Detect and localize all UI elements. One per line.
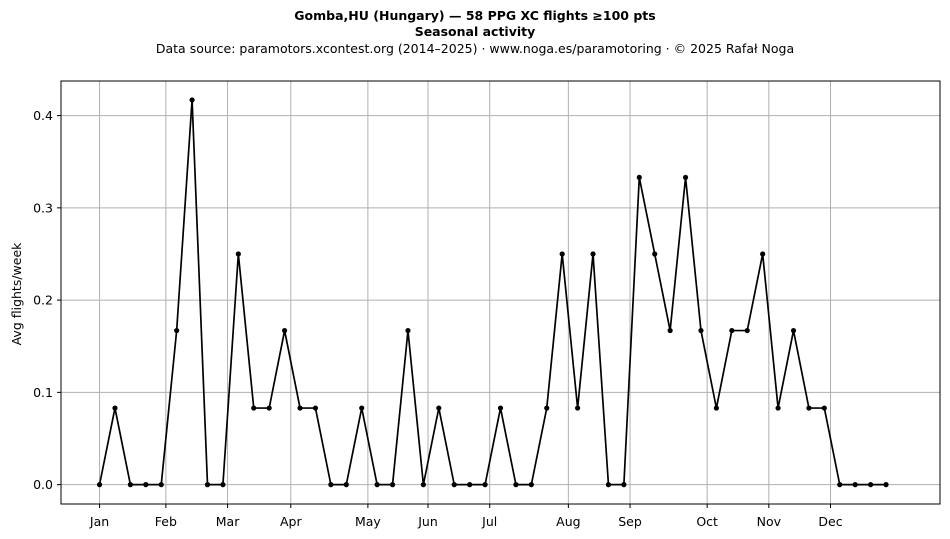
data-point [744, 327, 750, 334]
x-tick-label-may: May [355, 514, 381, 529]
data-point [775, 405, 781, 411]
x-tick-label-apr: Apr [280, 514, 302, 529]
y-axis-label: Avg flights/week [9, 242, 24, 346]
data-point [575, 405, 581, 411]
data-point [451, 482, 457, 488]
data-point [189, 97, 195, 103]
x-tick-label-feb: Feb [155, 514, 177, 529]
data-point [652, 251, 658, 257]
y-tick-label: 0.4 [33, 108, 53, 123]
data-point [837, 482, 843, 488]
y-tick-label: 0.1 [33, 385, 53, 400]
x-tick-label-jul: Jul [481, 514, 497, 529]
data-point [312, 405, 319, 411]
data-point [204, 482, 211, 488]
x-tick-label-jun: Jun [417, 514, 438, 529]
y-tick-label: 0.2 [33, 293, 53, 308]
data-point [251, 405, 257, 411]
x-tick-label-jan: Jan [89, 514, 109, 529]
data-point [420, 482, 426, 488]
data-point [621, 482, 627, 488]
data-point [436, 405, 442, 411]
y-tick-label: 0.3 [33, 200, 53, 215]
chart-title-block: Gomba,HU (Hungary) — 58 PPG XC flights ≥… [0, 8, 950, 58]
data-point [852, 482, 858, 488]
grid-layer [61, 81, 940, 504]
data-point [729, 327, 735, 334]
data-point [174, 327, 180, 334]
x-tick-label-mar: Mar [216, 514, 240, 529]
axis-layer: 0.0 0.1 0.2 0.3 0.4 Jan Feb Mar Apr May Jun Jul Aug S… [33, 108, 843, 529]
data-point [405, 327, 411, 334]
data-point [667, 327, 673, 334]
data-point [374, 482, 380, 488]
chart-subtitle: Seasonal activity [414, 24, 536, 39]
data-point [96, 482, 103, 488]
x-tick-label-aug: Aug [556, 514, 580, 529]
x-tick-label-sep: Sep [618, 514, 642, 529]
data-point [513, 482, 519, 488]
x-tick-label-oct: Oct [696, 514, 718, 529]
data-point [297, 405, 303, 411]
data-point [235, 251, 241, 257]
data-point [528, 482, 534, 488]
data-point [698, 327, 704, 334]
data-point [868, 482, 874, 488]
data-point [605, 482, 612, 488]
data-point [497, 405, 504, 411]
chart-source: Data source: paramotors.xcontest.org (20… [155, 41, 795, 56]
series-line [98, 99, 887, 486]
data-point [790, 327, 797, 334]
data-point [389, 482, 396, 488]
data-point [590, 251, 596, 257]
data-point [343, 482, 349, 488]
data-point [143, 482, 149, 488]
y-tick-label: 0.0 [33, 477, 53, 492]
data-point [883, 482, 889, 488]
data-point [760, 251, 766, 257]
data-point [158, 482, 164, 488]
data-point [559, 251, 565, 257]
data-point [636, 174, 642, 181]
data-point [821, 405, 827, 411]
plot-frame [60, 80, 941, 505]
data-point [112, 405, 118, 411]
x-tick-label-nov: Nov [757, 514, 782, 529]
data-point [806, 405, 812, 411]
data-point [266, 405, 272, 411]
data-point [713, 405, 719, 411]
data-point [467, 482, 473, 488]
data-point [544, 405, 550, 411]
series-layer [96, 97, 889, 488]
data-point [328, 482, 334, 488]
data-point [682, 174, 689, 181]
data-point [482, 482, 488, 488]
data-point [127, 482, 133, 488]
x-tick-label-dec: Dec [818, 514, 842, 529]
data-point [359, 405, 365, 411]
data-point [282, 327, 288, 334]
chart-title: Gomba,HU (Hungary) — 58 PPG XC flights ≥… [294, 8, 656, 23]
data-point [220, 482, 226, 488]
